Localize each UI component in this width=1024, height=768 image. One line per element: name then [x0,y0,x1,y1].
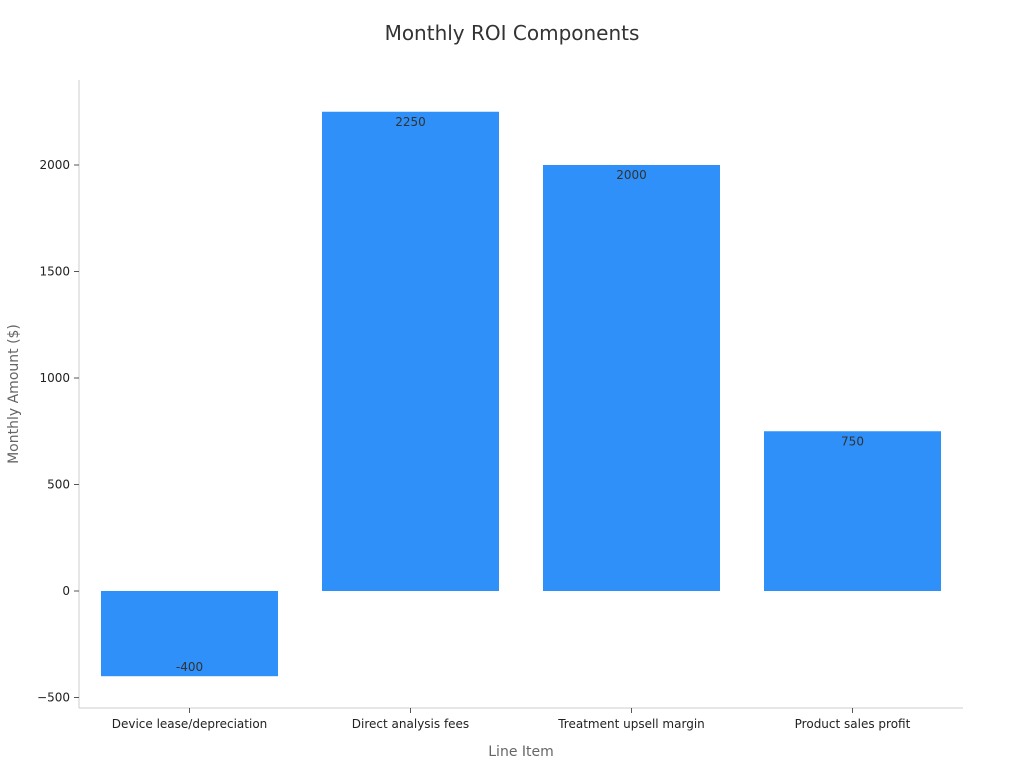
x-axis-ticks: Device lease/depreciation Direct analysis… [112,708,911,731]
y-tick-label: 1000 [39,371,70,385]
x-tick-label: Treatment upsell margin [557,717,705,731]
bar-value-label: -400 [176,660,203,674]
x-tick-label: Product sales profit [795,717,911,731]
x-axis-title: Line Item [488,744,554,760]
x-tick-label: Direct analysis fees [352,717,469,731]
chart-title: Monthly ROI Components [385,21,640,45]
bar [322,111,499,591]
plot-area: −500 0 500 1000 1500 2000 Device lease/deprec… [37,80,963,731]
y-tick-label: 1500 [39,265,70,279]
x-tick-label: Device lease/depreciation [112,717,268,731]
y-tick-label: 500 [47,478,70,492]
bars [101,111,941,677]
y-tick-label: 2000 [39,158,70,172]
y-tick-label: 0 [62,584,70,598]
bar [764,431,941,591]
bar [101,591,278,677]
bar-value-label: 2250 [395,115,426,129]
y-tick-label: −500 [37,691,70,705]
bar [543,165,720,591]
bar-value-label: 2000 [616,168,647,182]
bar-value-label: 750 [841,434,864,448]
y-axis-ticks: −500 0 500 1000 1500 2000 [37,158,79,705]
bar-data-labels: -400 2250 2000 750 [176,115,864,674]
y-axis-title: Monthly Amount ($) [6,324,22,464]
